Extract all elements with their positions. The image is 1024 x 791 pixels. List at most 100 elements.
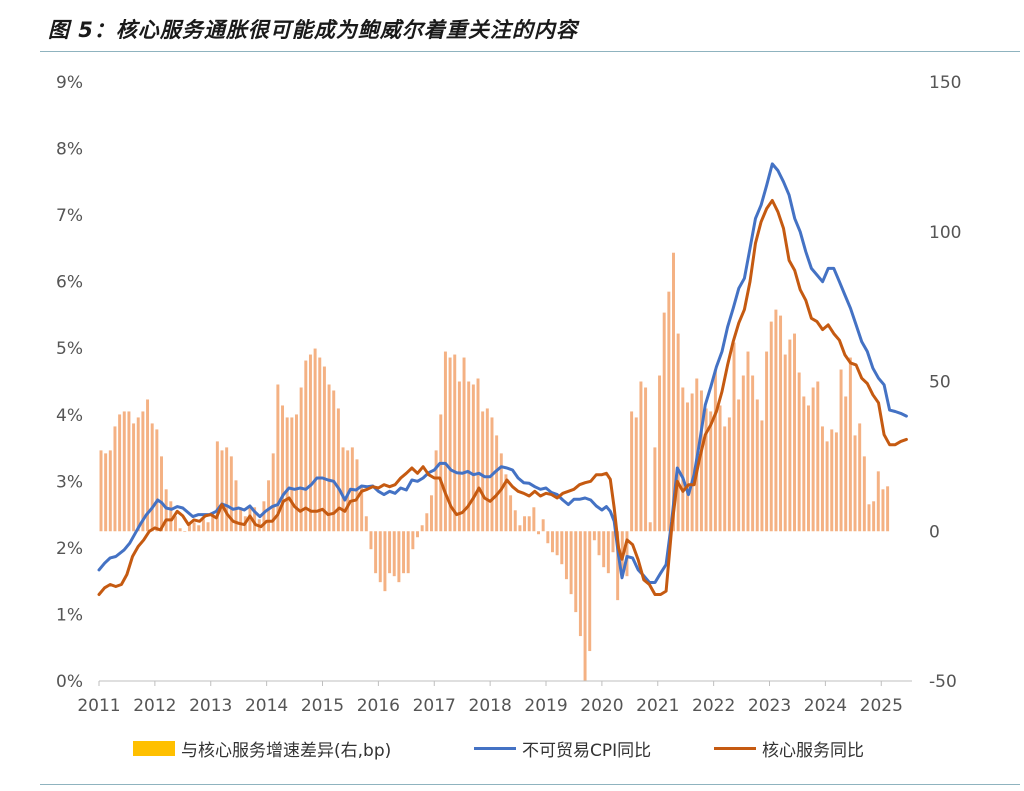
- y-left-tick-label: 5%: [56, 339, 83, 359]
- bar: [267, 480, 271, 532]
- bar: [271, 453, 275, 532]
- bar: [848, 357, 852, 532]
- bar: [304, 360, 308, 532]
- bar: [555, 531, 559, 556]
- y-left-tick-label: 7%: [56, 206, 83, 226]
- bar: [485, 408, 489, 532]
- bar: [136, 417, 140, 532]
- bar: [704, 408, 708, 532]
- bar: [523, 516, 527, 532]
- y-left-tick-label: 9%: [56, 73, 83, 93]
- bar: [765, 351, 769, 532]
- bar: [727, 417, 731, 532]
- bar: [169, 501, 173, 532]
- bar: [574, 531, 578, 613]
- x-tick-label: 2023: [748, 696, 791, 716]
- bar: [369, 531, 373, 550]
- bar: [295, 414, 298, 532]
- bar: [853, 435, 857, 532]
- bar: [676, 333, 680, 532]
- legend-item-bar: 与核心服务增速差异(右,bp): [133, 734, 391, 762]
- bar: [378, 531, 382, 583]
- bar: [429, 495, 433, 532]
- top-rule: [40, 51, 1020, 52]
- x-tick-label: 2011: [77, 696, 120, 716]
- bar: [816, 381, 820, 532]
- bar: [541, 519, 545, 532]
- bar: [108, 450, 112, 532]
- bar: [215, 441, 219, 532]
- bar: [723, 426, 727, 532]
- y-left-tick-label: 0%: [56, 672, 83, 692]
- bar: [132, 423, 136, 532]
- x-tick-label: 2024: [804, 696, 847, 716]
- bar: [793, 333, 797, 532]
- bar: [104, 453, 108, 532]
- bar: [234, 480, 238, 532]
- bar: [285, 417, 289, 532]
- bar: [564, 531, 568, 580]
- bar: [504, 474, 508, 532]
- bar: [658, 375, 662, 532]
- bar: [308, 354, 312, 532]
- bar: [313, 348, 317, 532]
- bar: [457, 381, 461, 532]
- bar: [685, 402, 689, 532]
- bar: [532, 507, 536, 532]
- x-tick-label: 2025: [860, 696, 903, 716]
- bar: [201, 519, 205, 532]
- bar: [127, 411, 131, 532]
- bar: [616, 531, 620, 601]
- bar: [602, 531, 606, 568]
- bar: [713, 369, 717, 532]
- bar: [513, 510, 517, 532]
- bar: [155, 429, 159, 532]
- line-series: [97, 162, 908, 596]
- bar: [397, 531, 401, 583]
- y-left-tick-label: 8%: [56, 140, 83, 160]
- bar: [578, 531, 582, 637]
- bar: [537, 531, 541, 535]
- bar: [653, 447, 657, 532]
- bar: [807, 405, 810, 532]
- bar: [760, 420, 764, 532]
- bar: [797, 372, 801, 532]
- bar: [448, 357, 452, 532]
- bar: [551, 531, 554, 553]
- x-tick-label: 2022: [692, 696, 735, 716]
- bar: [206, 522, 210, 532]
- bar: [779, 315, 783, 532]
- bar: [774, 309, 778, 532]
- bar: [881, 489, 885, 532]
- bar: [662, 312, 666, 532]
- bar: [425, 513, 429, 532]
- bar: [150, 423, 154, 532]
- legend-cpi-swatch: [474, 746, 516, 750]
- bar: [876, 471, 880, 532]
- y-right-tick-label: 0: [929, 522, 940, 542]
- bar: [732, 342, 736, 532]
- x-tick-label: 2016: [357, 696, 400, 716]
- x-tick-label: 2017: [413, 696, 456, 716]
- bar: [499, 453, 503, 532]
- bar: [141, 411, 145, 532]
- bar: [281, 405, 285, 532]
- bar: [820, 426, 824, 532]
- bar: [178, 528, 182, 532]
- bar: [546, 531, 550, 544]
- bar: [509, 495, 513, 532]
- bar: [844, 396, 848, 532]
- bar: [569, 531, 573, 595]
- y-left-tick-label: 4%: [56, 406, 83, 426]
- bar: [118, 414, 122, 532]
- legend-core-swatch: [714, 746, 756, 750]
- y-right-tick-label: -50: [929, 672, 957, 692]
- bar: [99, 450, 103, 532]
- bar: [588, 531, 592, 652]
- bar: [755, 399, 759, 532]
- bar: [634, 417, 638, 532]
- y-left-tick-label: 2%: [56, 539, 83, 559]
- bar: [644, 387, 648, 532]
- bar: [709, 411, 713, 532]
- bar: [290, 417, 294, 532]
